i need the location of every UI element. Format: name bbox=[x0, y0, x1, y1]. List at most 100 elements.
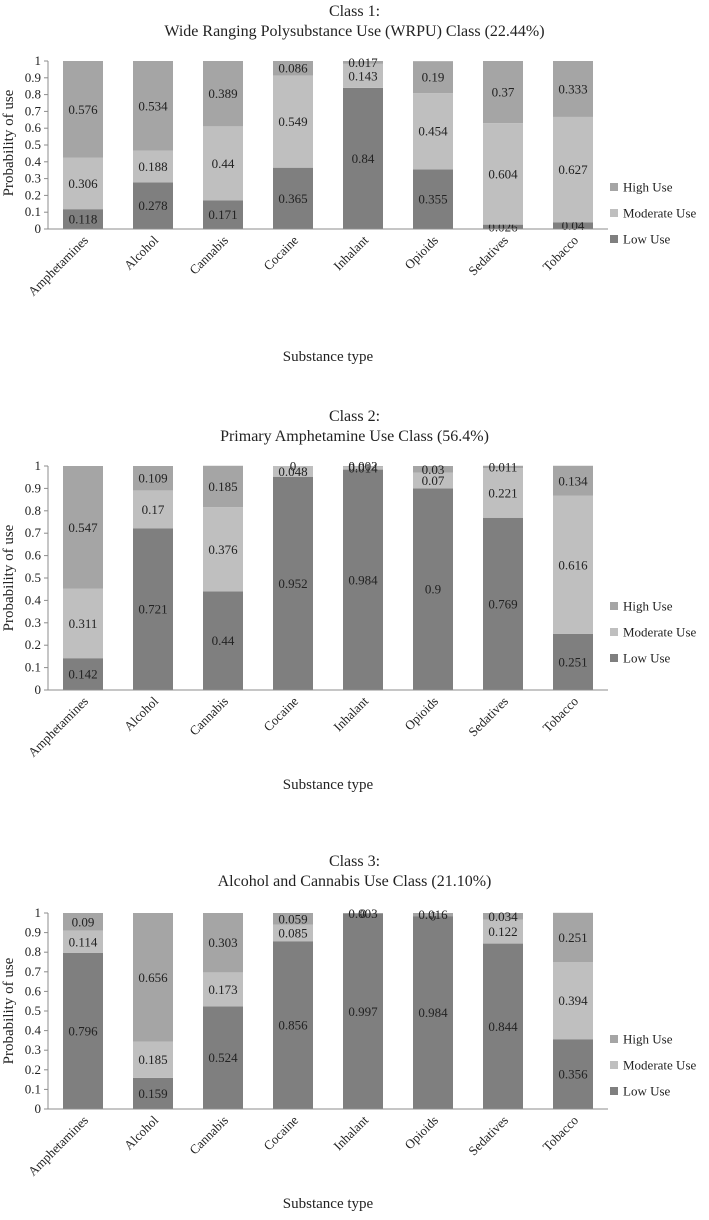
bar-segment-moderate bbox=[273, 924, 313, 942]
legend-swatch-low bbox=[610, 654, 618, 662]
y-tick-label: 0.6 bbox=[25, 120, 42, 135]
bar-segment-high bbox=[483, 465, 523, 469]
data-label-moderate: 0.549 bbox=[278, 114, 307, 129]
data-label-high: 0.534 bbox=[138, 98, 168, 113]
data-label-high: 0.185 bbox=[208, 479, 237, 494]
bar-segment-high bbox=[273, 61, 313, 76]
y-tick-label: 0.4 bbox=[25, 592, 42, 607]
data-label-high: 0.086 bbox=[278, 61, 308, 76]
legend-label-low: Low Use bbox=[623, 232, 671, 247]
data-label-low: 0.356 bbox=[558, 1067, 588, 1082]
y-axis-title: Probability of use bbox=[1, 89, 17, 196]
data-label-high: 0.576 bbox=[68, 102, 98, 117]
data-label-low: 0.856 bbox=[278, 1018, 308, 1033]
bar-segment-moderate bbox=[413, 93, 453, 170]
bar-segment-high bbox=[273, 913, 313, 925]
y-tick-label: 1 bbox=[35, 458, 42, 473]
data-label-moderate: 0.085 bbox=[278, 925, 307, 940]
legend-swatch-moderate bbox=[610, 628, 618, 636]
data-label-high: 0.37 bbox=[492, 85, 515, 100]
data-label-high: 0.016 bbox=[418, 907, 448, 922]
x-category-label: Amphetamines bbox=[25, 233, 91, 299]
bar-segment-moderate bbox=[133, 150, 173, 183]
data-label-high: 0.09 bbox=[72, 914, 95, 929]
bar-segment-moderate bbox=[343, 63, 383, 88]
bar-segment-high bbox=[63, 61, 103, 158]
data-label-high: 0.109 bbox=[138, 471, 167, 486]
x-category-label: Opioids bbox=[401, 1113, 441, 1153]
bar-segment-low bbox=[483, 517, 523, 690]
x-category-label: Cannabis bbox=[186, 694, 231, 739]
data-label-moderate: 0.376 bbox=[208, 542, 238, 557]
x-category-label: Amphetamines bbox=[25, 694, 91, 760]
bar-segment-high bbox=[203, 465, 243, 508]
bar-segment-moderate bbox=[133, 490, 173, 529]
bar-segment-high bbox=[553, 465, 593, 496]
x-category-label: Amphetamines bbox=[25, 1113, 91, 1179]
data-label-low: 0.355 bbox=[418, 192, 447, 207]
data-label-moderate: 0.173 bbox=[208, 982, 237, 997]
bar-segment-high bbox=[413, 913, 453, 917]
x-category-label: Tobacco bbox=[540, 694, 582, 736]
legend-swatch-moderate bbox=[610, 209, 618, 217]
data-label-low: 0.142 bbox=[68, 667, 97, 682]
bar-segment-low bbox=[413, 916, 453, 1109]
bar-segment-high bbox=[133, 913, 173, 1042]
legend-swatch-low bbox=[610, 235, 618, 243]
data-label-low: 0.952 bbox=[278, 576, 307, 591]
bar-segment-high bbox=[63, 466, 103, 589]
y-tick-label: 0.9 bbox=[25, 70, 41, 85]
data-label-low: 0.251 bbox=[558, 654, 587, 669]
bar-segment-high bbox=[483, 61, 523, 124]
legend-label-high: High Use bbox=[623, 1032, 673, 1047]
data-label-moderate: 0.454 bbox=[418, 124, 448, 139]
legend-label-low: Low Use bbox=[623, 1084, 671, 1099]
data-label-low: 0.844 bbox=[488, 1019, 518, 1034]
data-label-high: 0.059 bbox=[278, 911, 307, 926]
x-category-label: Cocaine bbox=[260, 232, 301, 273]
x-axis-title: Substance type bbox=[283, 1196, 374, 1212]
bar-segment-high bbox=[63, 913, 103, 931]
x-category-label: Cocaine bbox=[260, 693, 301, 734]
legend-label-low: Low Use bbox=[623, 651, 671, 666]
data-label-high: 0.011 bbox=[489, 460, 518, 475]
bar-segment-low bbox=[343, 87, 383, 229]
data-label-high: 0.333 bbox=[558, 81, 587, 96]
legend-swatch-high bbox=[610, 183, 618, 191]
y-tick-label: 0 bbox=[35, 682, 42, 697]
x-category-label: Alcohol bbox=[121, 1112, 161, 1152]
data-label-high: 0.547 bbox=[68, 520, 98, 535]
bar-segment-moderate bbox=[553, 962, 593, 1040]
legend-swatch-moderate bbox=[610, 1061, 618, 1069]
x-category-label: Sedatives bbox=[465, 1113, 511, 1159]
bar-segment-moderate bbox=[63, 930, 103, 953]
chart-svg-class-3: 0 0.1 0.2 0.3 0.4 0.5 0.6 0.7 0.8 0.9 1 Probability… bbox=[1, 905, 697, 1212]
x-category-label: Sedatives bbox=[465, 694, 511, 740]
bar-segment-high bbox=[133, 466, 173, 491]
bar-segment-high bbox=[343, 61, 383, 64]
data-label-moderate: 0.627 bbox=[558, 162, 588, 177]
y-tick-label: 1 bbox=[35, 905, 42, 920]
data-label-high: 0.303 bbox=[208, 935, 237, 950]
bar-segment-low bbox=[63, 952, 103, 1109]
legend-label-moderate: Moderate Use bbox=[623, 625, 697, 640]
chart-panel-class-2: Class 2: Primary Amphetamine Use Class (… bbox=[0, 405, 709, 800]
y-tick-label: 0.2 bbox=[25, 637, 41, 652]
y-tick-label: 0.7 bbox=[25, 525, 42, 540]
x-category-label: Alcohol bbox=[121, 232, 161, 272]
data-label-low: 0.84 bbox=[352, 151, 375, 166]
data-label-moderate: 0.114 bbox=[69, 934, 98, 949]
y-tick-label: 0.8 bbox=[25, 87, 41, 102]
chart-subtitle: Primary Amphetamine Use Class (56.4%) bbox=[220, 428, 489, 445]
x-category-label: Alcohol bbox=[121, 693, 161, 733]
bar-segment-high bbox=[203, 61, 243, 127]
y-tick-label: 0.9 bbox=[25, 480, 41, 495]
y-tick-label: 0.8 bbox=[25, 503, 41, 518]
bar-segment-low bbox=[203, 591, 243, 690]
y-axis-title: Probability of use bbox=[1, 524, 17, 631]
x-category-label: Tobacco bbox=[540, 233, 582, 275]
data-label-moderate: 0.604 bbox=[488, 166, 518, 181]
bar-segment-low bbox=[413, 169, 453, 229]
x-category-label: Inhalant bbox=[330, 1112, 371, 1153]
data-label-moderate: 0.306 bbox=[68, 176, 98, 191]
